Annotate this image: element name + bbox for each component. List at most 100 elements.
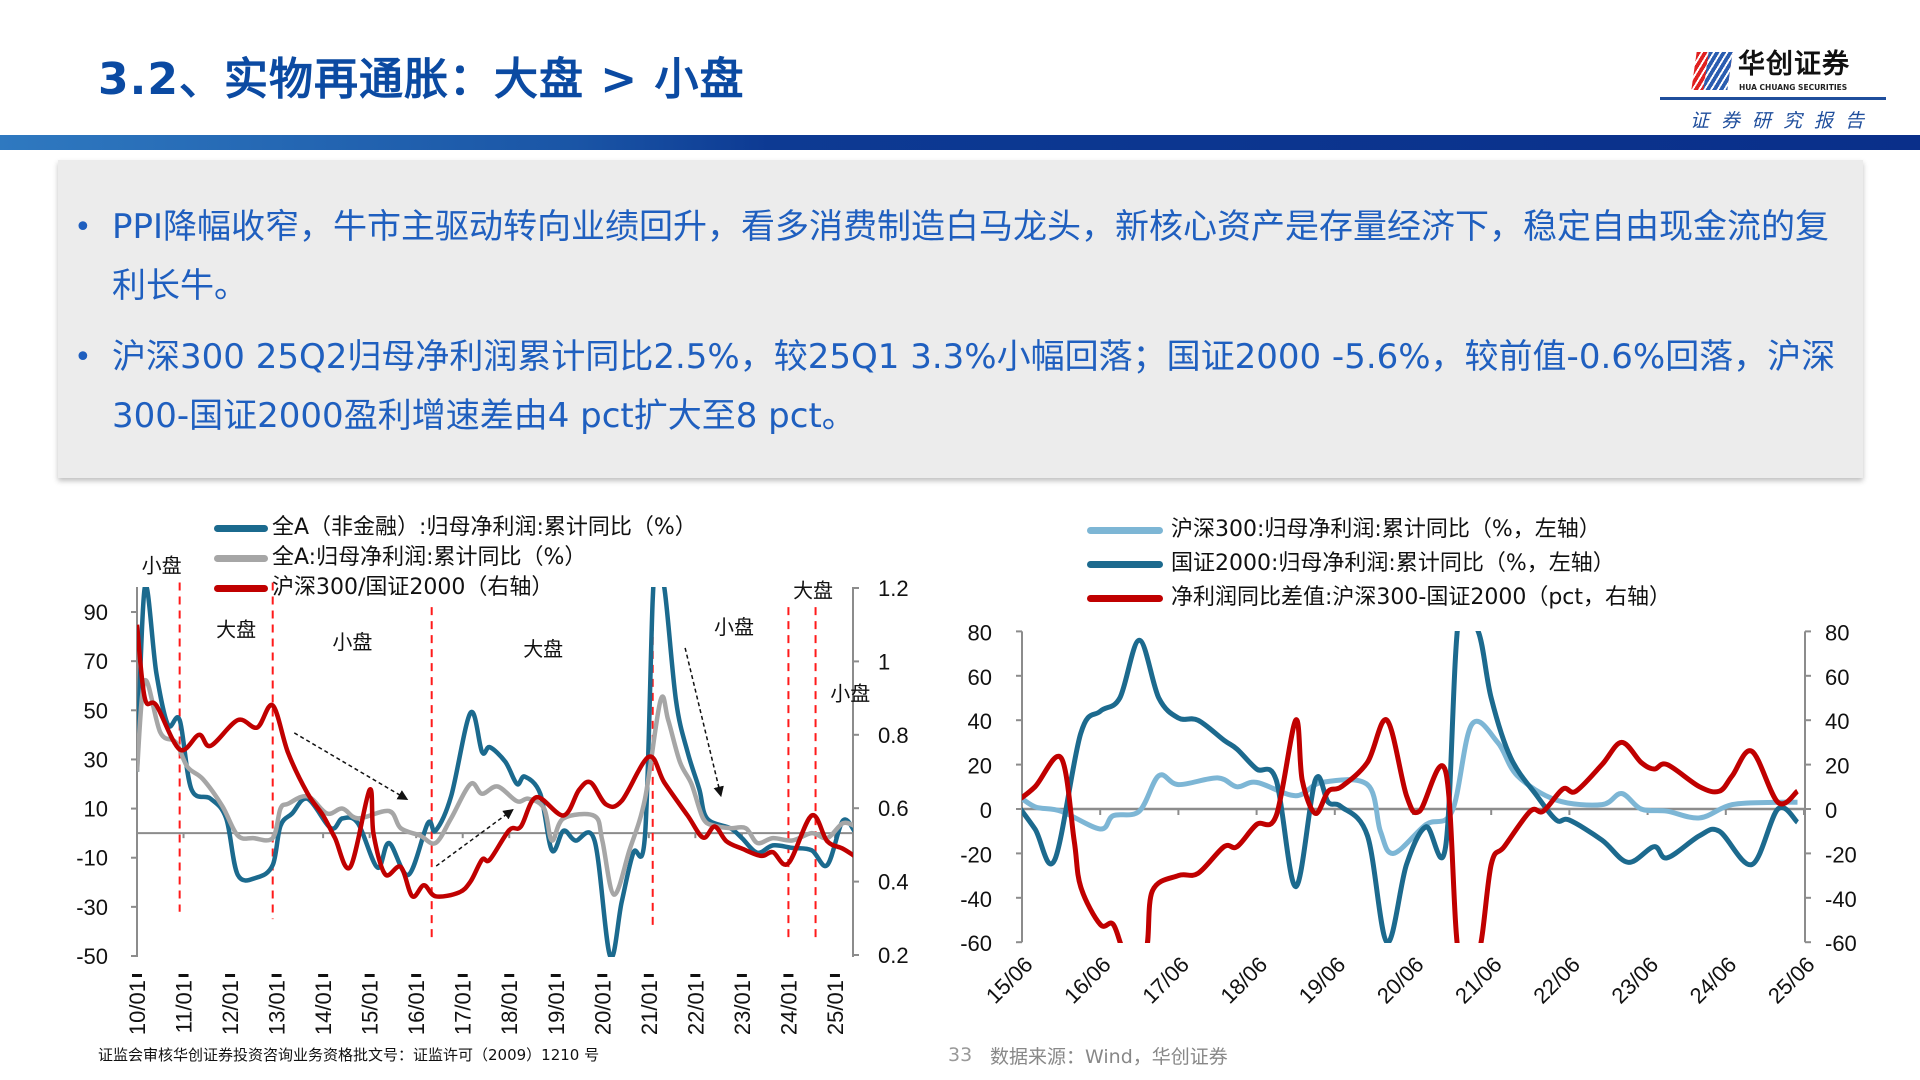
x-tick-mark <box>318 974 329 977</box>
x-tick-label: 13/01 <box>265 980 290 1035</box>
series-line-0 <box>1022 718 1798 856</box>
y-right-tick-label: 60 <box>1825 665 1849 690</box>
x-tick-label: 16/01 <box>404 980 429 1035</box>
x-tick-label: 10/01 <box>125 980 150 1035</box>
y-left-tick-label: 0 <box>980 798 992 823</box>
y-right-tick-label: -40 <box>1825 887 1857 912</box>
x-tick-label: 11/01 <box>172 980 197 1033</box>
legend-swatch <box>214 555 268 562</box>
x-tick-label: 24/06 <box>1685 952 1742 1009</box>
page-number: 33 <box>948 1044 973 1066</box>
y-right-tick-label: -20 <box>1825 842 1857 867</box>
x-tick-label: 19/01 <box>544 980 569 1035</box>
left-series-group <box>137 587 853 957</box>
y-left-tick-label: -40 <box>960 887 992 912</box>
x-tick-label: 23/06 <box>1607 952 1664 1009</box>
x-tick-mark <box>643 974 654 977</box>
y-left-tick-label: -60 <box>960 931 992 956</box>
series-line-2 <box>137 624 853 899</box>
y-right-tick-label: 0.2 <box>878 943 909 968</box>
series-line-1 <box>1022 631 1800 943</box>
x-tick-mark <box>736 974 747 977</box>
x-tick-mark <box>132 974 142 977</box>
y-left-tick-label: 60 <box>968 665 992 690</box>
regime-label: 小盘 <box>714 615 754 639</box>
legend-label: 国证2000:归母净利润:累计同比（%，左轴） <box>1171 551 1615 576</box>
y-right-tick-label: 1 <box>878 649 890 674</box>
trend-arrow-icon <box>293 732 409 801</box>
x-tick-label: 20/01 <box>590 980 615 1035</box>
x-tick-mark <box>178 974 189 977</box>
x-tick-mark <box>783 974 794 977</box>
x-tick-label: 24/01 <box>776 980 801 1035</box>
y-right-tick-label: 80 <box>1825 620 1849 645</box>
report-tag: 证券研究报告 <box>1690 110 1877 132</box>
regime-label: 大盘 <box>523 637 563 661</box>
x-tick-label: 23/01 <box>730 980 755 1035</box>
y-right-tick-label: 1.2 <box>878 576 909 601</box>
regime-label: 小盘 <box>830 681 870 705</box>
y-right-tick-label: 20 <box>1825 754 1849 779</box>
x-tick-mark <box>829 974 840 977</box>
y-left-tick-label: 30 <box>84 747 108 772</box>
logo-name-en: HUA CHUANG SECURITIES <box>1739 83 1848 92</box>
data-source: 数据来源：Wind，华创证券 <box>990 1046 1228 1068</box>
regime-label: 小盘 <box>142 554 182 578</box>
y-left-tick-label: 90 <box>84 600 108 625</box>
y-left-tick-label: 80 <box>968 620 992 645</box>
y-left-tick-label: 40 <box>968 709 992 734</box>
left-chart: 90 70 50 30 10 -10 -30 -50 1.2 1 0.8 0.6 0.4 0.2 10/01… <box>76 554 908 1035</box>
legend-swatch <box>1087 595 1163 602</box>
regime-label: 大盘 <box>216 618 256 642</box>
legend-label: 净利润同比差值:沪深300-国证2000（pct，右轴） <box>1171 585 1672 610</box>
legend-swatch <box>214 585 268 592</box>
x-tick-label: 25/01 <box>823 980 848 1035</box>
summary-text: PPI降幅收窄，牛市主驱动转向业绩回升，看多消费制造白马龙头，新核心资产是存量经… <box>112 207 1830 306</box>
x-tick-label: 18/01 <box>497 980 522 1035</box>
series-line-0 <box>137 587 853 957</box>
x-tick-label: 21/01 <box>637 980 662 1035</box>
x-tick-label: 18/06 <box>1216 952 1273 1009</box>
legend-label: 全A:归母净利润:累计同比（%） <box>272 545 587 570</box>
regime-label: 小盘 <box>332 630 372 654</box>
bullet-dot-icon: • <box>74 340 92 375</box>
legend-swatch <box>214 525 268 532</box>
x-tick-label: 20/06 <box>1372 952 1429 1009</box>
summary-box: • PPI降幅收窄，牛市主驱动转向业绩回升，看多消费制造白马龙头，新核心资产是存… <box>58 160 1863 478</box>
y-left-tick-label: 70 <box>84 649 108 674</box>
x-tick-mark <box>504 974 515 977</box>
y-right-tick-label: 40 <box>1825 709 1849 734</box>
trend-arrow-icon <box>684 647 724 798</box>
header-band <box>0 135 1920 150</box>
x-tick-mark <box>690 974 701 977</box>
x-tick-mark <box>271 974 282 977</box>
trend-arrow-icon <box>435 808 514 867</box>
x-tick-label: 17/01 <box>451 980 476 1035</box>
slide-title: 3.2、实物再通胀：大盘 > 小盘 <box>98 54 745 105</box>
logo-name-cn: 华创证券 <box>1738 49 1850 80</box>
y-right-tick-label: -60 <box>1825 931 1857 956</box>
company-logo: 华创证券 HUA CHUANG SECURITIES <box>1691 49 1864 94</box>
y-right-tick-label: 0.6 <box>878 796 909 821</box>
x-tick-mark <box>597 974 608 977</box>
series-line-2 <box>1022 717 1800 943</box>
x-tick-label: 17/06 <box>1137 952 1194 1009</box>
legend-label: 全A（非金融）:归母净利润:累计同比（%） <box>272 515 697 540</box>
legend-swatch <box>1087 527 1163 534</box>
right-series-group <box>1022 631 1800 943</box>
y-left-tick-label: 10 <box>84 797 108 822</box>
y-right-tick-label: 0.4 <box>878 870 909 895</box>
x-tick-label: 14/01 <box>311 980 336 1035</box>
x-tick-label: 19/06 <box>1294 952 1351 1009</box>
x-tick-label: 22/06 <box>1528 952 1585 1009</box>
summary-text: 沪深300 25Q2归母净利润累计同比2.5%，较25Q1 3.3%小幅回落；国… <box>112 337 1836 436</box>
logo-divider <box>1660 97 1886 100</box>
y-left-tick-label: -10 <box>76 846 108 871</box>
legend-swatch <box>1087 561 1163 568</box>
x-tick-label: 12/01 <box>218 980 243 1035</box>
summary-bullet: • PPI降幅收窄，牛市主驱动转向业绩回升，看多消费制造白马龙头，新核心资产是存… <box>58 198 1863 316</box>
x-tick-mark <box>225 974 236 977</box>
right-chart: 806040200-20-40-60806040200-20-40-6015/0… <box>960 620 1857 1009</box>
legend-label: 沪深300:归母净利润:累计同比（%，左轴） <box>1171 517 1601 542</box>
